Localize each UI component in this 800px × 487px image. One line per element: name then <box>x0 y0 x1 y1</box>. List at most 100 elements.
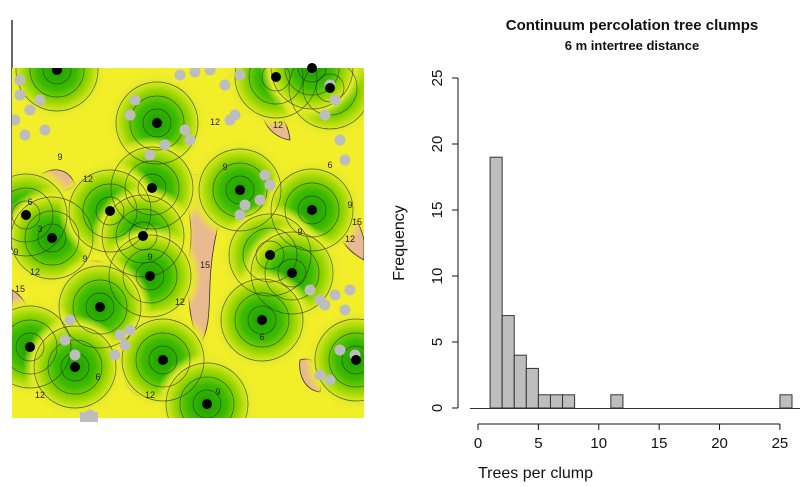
contour-ring-7-3 <box>101 194 185 278</box>
tree-18 <box>204 68 216 76</box>
contour-ring-18-2 <box>242 227 298 283</box>
tree-14 <box>219 79 231 91</box>
contour-ring-15-3 <box>288 68 364 130</box>
tree-20 <box>264 179 276 191</box>
contour-ring-18-1 <box>255 240 285 270</box>
tree-23 <box>234 209 246 221</box>
contour-ring-9-2 <box>72 279 128 335</box>
tree-21 <box>254 194 266 206</box>
contour-label-22: 9 <box>347 200 352 210</box>
tree-26 <box>334 134 346 146</box>
contour-ring-11-2 <box>47 339 103 395</box>
contour-label-8: 15 <box>352 217 362 227</box>
tree-clusters <box>12 68 361 418</box>
clump-center-5 <box>147 183 157 193</box>
contour-ring-21-3 <box>314 318 364 402</box>
contour-ring-2-2 <box>12 187 54 243</box>
tree-8 <box>159 139 171 151</box>
tree-45 <box>109 349 121 361</box>
contour-label-1: 9 <box>57 152 62 162</box>
contour-ring-20-3 <box>220 278 304 362</box>
contour-label-21: 12 <box>175 297 185 307</box>
y-tick-label-10: 10 <box>429 268 446 285</box>
tree-39 <box>64 314 76 326</box>
distance-heatmap: 9 12 6 3 9 12 12 15 12 15 15 12 9 9 12 12 6 9 9 6 12 9 9 6 <box>11 20 364 422</box>
tree-2 <box>24 104 36 116</box>
bar-4 <box>525 367 539 409</box>
clump-center-7 <box>138 231 148 241</box>
x-tick-label-25: 25 <box>772 435 789 452</box>
contour-label-9: 12 <box>345 234 355 244</box>
tree-17 <box>189 68 201 78</box>
contour-ring-9-1 <box>85 292 115 322</box>
tree-13 <box>229 109 241 121</box>
x-axis-label: Trees per clump <box>478 465 593 482</box>
x-tick-label-0: 0 <box>474 435 482 452</box>
tree-24 <box>319 109 331 121</box>
clump-center-1 <box>52 68 62 75</box>
contour-ring-9-3 <box>58 265 142 349</box>
tree-34 <box>319 299 331 311</box>
tree-5 <box>19 129 31 141</box>
tree-38 <box>324 374 336 386</box>
contour-ring-14-1 <box>261 68 291 92</box>
tree-32 <box>339 304 351 316</box>
clump-center-16 <box>235 185 245 195</box>
clump-glow-22 <box>260 68 364 120</box>
contour-ring-20-1 <box>247 305 277 335</box>
bar-5 <box>537 394 551 409</box>
clump-center-2 <box>21 210 31 220</box>
contour-ring-2-3 <box>12 173 68 257</box>
contour-ring-11-3 <box>33 325 117 409</box>
contour-label-6: 12 <box>210 117 220 127</box>
contour-ring-12-2 <box>135 332 191 388</box>
clump-center-13 <box>202 399 212 409</box>
edge-clump-center <box>307 63 317 73</box>
contour-label-15: 12 <box>145 390 155 400</box>
contour-ring-21-1 <box>341 345 364 375</box>
bar-9 <box>779 394 793 409</box>
contour-label-2: 12 <box>83 174 93 184</box>
contour-ring-13-1 <box>192 389 222 418</box>
tree-1 <box>14 89 26 101</box>
tree-37 <box>314 369 326 381</box>
x-tick-label-15: 15 <box>651 435 668 452</box>
bar-6 <box>549 394 564 409</box>
contour-ring-20-2 <box>234 292 290 348</box>
contour-ring-7-2 <box>115 208 171 264</box>
bar-8 <box>610 394 624 409</box>
bar-2 <box>501 315 515 409</box>
clump-center-8 <box>145 271 155 281</box>
contour-ring-4-2 <box>129 95 185 151</box>
tree-42 <box>114 329 126 341</box>
contour-ring-8-3 <box>108 234 192 318</box>
tree-48 <box>34 94 46 106</box>
contour-ring-19-3 <box>250 231 334 315</box>
tree-4 <box>39 124 51 136</box>
clump-glow-13 <box>155 352 259 418</box>
tree-3 <box>12 114 21 126</box>
clump-glow-1 <box>12 68 109 122</box>
tree-40 <box>59 334 71 346</box>
contour-ring-18-3 <box>228 213 312 297</box>
x-tick-label-20: 20 <box>711 435 728 452</box>
bar-1 <box>489 156 503 409</box>
tree-10 <box>184 134 196 146</box>
contour-label-5: 9 <box>147 252 152 262</box>
y-tick-label-5: 5 <box>429 338 446 346</box>
contour-ring-2-1 <box>12 200 41 230</box>
clump-center-11 <box>70 362 80 372</box>
clump-center-17 <box>307 205 317 215</box>
contour-label-14: 9 <box>215 387 220 397</box>
contour-label-3: 6 <box>27 197 32 207</box>
y-tick-label-15: 15 <box>429 202 446 219</box>
clump-center-15 <box>325 83 335 93</box>
clump-center-10 <box>25 342 35 352</box>
contour-ring-4-3 <box>115 81 199 165</box>
contour-ring-5-2 <box>124 160 180 216</box>
contour-ring-12-3 <box>121 318 205 402</box>
edge-tree-cluster <box>80 412 98 422</box>
tree-7 <box>124 109 136 121</box>
contour-label-7: 12 <box>273 120 283 130</box>
